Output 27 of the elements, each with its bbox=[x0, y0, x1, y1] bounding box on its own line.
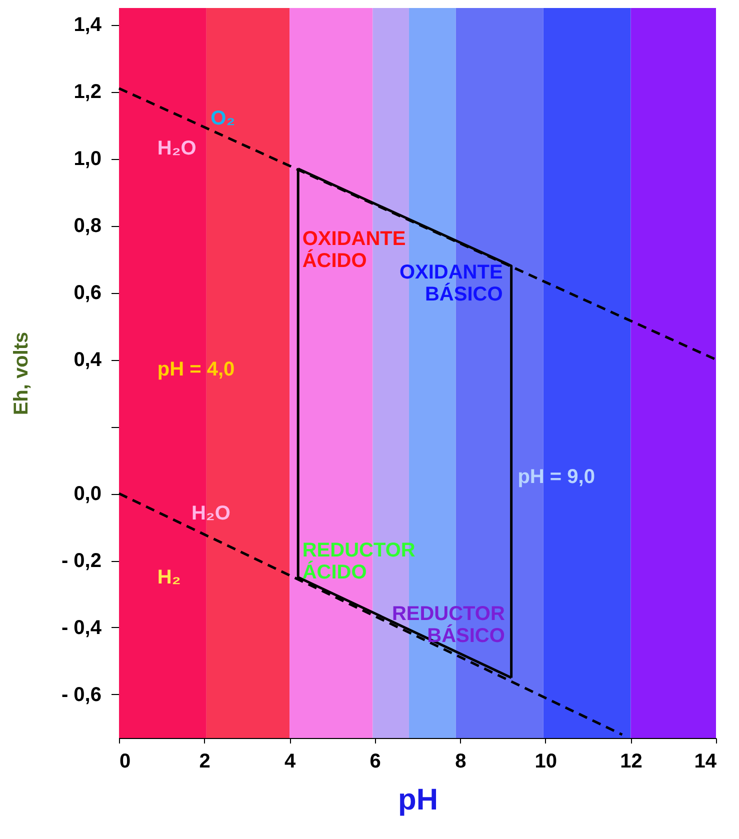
x-tick-label: 6 bbox=[370, 750, 381, 772]
y-tick-label: 1,4 bbox=[74, 14, 102, 36]
y-tick-label: - 0,2 bbox=[61, 550, 102, 572]
y-tick-label: 0,6 bbox=[74, 282, 102, 304]
annotation: H₂ bbox=[157, 566, 181, 588]
annotation: REDUCTOR BÁSICO bbox=[392, 603, 506, 648]
annotation: pH = 4,0 bbox=[157, 358, 235, 381]
y-tick-label: 0,4 bbox=[74, 349, 102, 372]
x-tick-label: 12 bbox=[620, 750, 642, 772]
x-tick-label: 10 bbox=[534, 750, 558, 772]
y-tick-label: 1,2 bbox=[74, 81, 102, 104]
x-tick-label: 14 bbox=[694, 750, 718, 772]
y-tick-label: 0,8 bbox=[74, 215, 102, 238]
y-tick-label: 0,0 bbox=[74, 483, 102, 506]
annotation: pH = 9,0 bbox=[518, 466, 595, 488]
x-tick-label: 0 bbox=[120, 750, 131, 772]
y-tick-label: - 0,6 bbox=[61, 684, 102, 706]
annotation: H₂O bbox=[191, 502, 230, 525]
y-tick-label: - 0,4 bbox=[61, 616, 102, 639]
y-axis-title: Eh, volts bbox=[10, 332, 32, 416]
x-tick-label: 8 bbox=[455, 750, 466, 772]
y-tick-label: 1,0 bbox=[74, 148, 102, 170]
x-tick-label: 2 bbox=[199, 750, 210, 772]
x-axis-title: pH bbox=[398, 784, 438, 816]
x-tick-label: 4 bbox=[284, 750, 297, 772]
annotation: H₂O bbox=[157, 138, 196, 160]
annotation: O₂ bbox=[210, 108, 236, 130]
